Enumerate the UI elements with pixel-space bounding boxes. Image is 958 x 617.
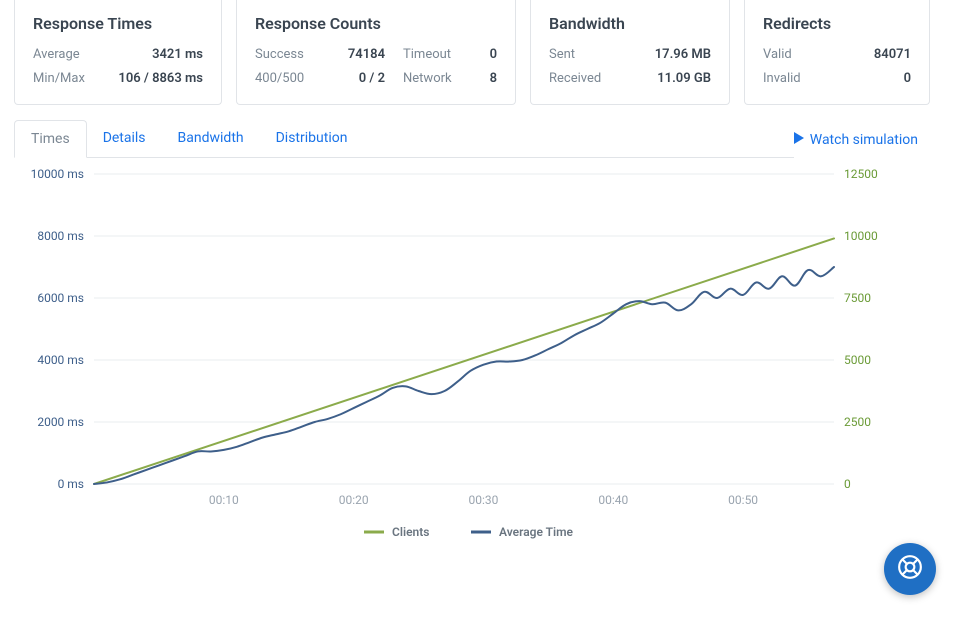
stat-row: Received 11.09 GB (549, 71, 711, 87)
stat-key: 400/500 (255, 71, 335, 87)
svg-text:6000 ms: 6000 ms (37, 291, 84, 305)
card-bandwidth: Bandwidth Sent 17.96 MB Received 11.09 G… (530, 0, 730, 105)
svg-text:Clients: Clients (392, 525, 429, 539)
stat-row: Average 3421 ms (33, 47, 203, 63)
svg-text:Average Time: Average Time (499, 525, 574, 539)
svg-text:2000 ms: 2000 ms (37, 415, 84, 429)
play-icon (794, 132, 804, 148)
svg-text:12500: 12500 (844, 167, 878, 181)
svg-text:2500: 2500 (844, 415, 871, 429)
stat-key: Received (549, 71, 631, 87)
stat-row: Sent 17.96 MB (549, 47, 711, 63)
stat-key: Timeout (403, 47, 467, 63)
svg-text:10000 ms: 10000 ms (31, 167, 84, 181)
svg-text:0: 0 (844, 477, 851, 491)
card-title: Bandwidth (549, 14, 711, 33)
watch-simulation-link[interactable]: Watch simulation (794, 132, 918, 158)
stat-key: Sent (549, 47, 631, 63)
stat-value: 0 (833, 71, 911, 87)
stat-key: Network (403, 71, 467, 87)
tab-distribution[interactable]: Distribution (260, 120, 364, 158)
stat-value: 3421 ms (105, 47, 203, 63)
stat-value: 74184 (335, 47, 403, 63)
stat-key: Min/Max (33, 71, 105, 87)
stat-key: Success (255, 47, 335, 63)
stat-row: Success 74184 Timeout 0 (255, 47, 497, 63)
svg-text:00:10: 00:10 (209, 493, 239, 507)
tab-times[interactable]: Times (14, 120, 87, 158)
tab-bandwidth[interactable]: Bandwidth (162, 120, 260, 158)
watch-label: Watch simulation (810, 132, 918, 148)
stat-row: Valid 84071 (763, 47, 911, 63)
stat-value: 11.09 GB (631, 71, 711, 87)
stat-row: Min/Max 106 / 8863 ms (33, 71, 203, 87)
stat-key: Invalid (763, 71, 833, 87)
svg-text:5000: 5000 (844, 353, 871, 367)
stats-cards: Response Times Average 3421 ms Min/Max 1… (0, 0, 958, 105)
stat-key: Average (33, 47, 105, 63)
lifebuoy-icon (897, 554, 923, 584)
stat-key: Valid (763, 47, 833, 63)
stat-row: 400/500 0 / 2 Network 8 (255, 71, 497, 87)
card-title: Redirects (763, 14, 911, 33)
card-response-times: Response Times Average 3421 ms Min/Max 1… (14, 0, 222, 105)
svg-text:7500: 7500 (844, 291, 871, 305)
svg-text:0 ms: 0 ms (58, 477, 84, 491)
svg-text:00:40: 00:40 (598, 493, 628, 507)
stat-value: 84071 (833, 47, 911, 63)
stat-value: 0 (467, 47, 497, 63)
card-response-counts: Response Counts Success 74184 Timeout 0 … (236, 0, 516, 105)
times-chart: 0 ms 2000 ms 4000 ms 6000 ms 8000 ms 10000 ms… (0, 158, 958, 568)
card-title: Response Times (33, 14, 203, 33)
help-fab[interactable] (884, 543, 936, 595)
svg-text:00:20: 00:20 (339, 493, 369, 507)
svg-text:00:50: 00:50 (728, 493, 758, 507)
tabbar: Times Details Bandwidth Distribution (14, 119, 794, 158)
svg-text:8000 ms: 8000 ms (37, 229, 84, 243)
stat-value: 106 / 8863 ms (105, 71, 203, 87)
stat-row: Invalid 0 (763, 71, 911, 87)
card-redirects: Redirects Valid 84071 Invalid 0 (744, 0, 930, 105)
tab-details[interactable]: Details (87, 120, 162, 158)
svg-text:00:30: 00:30 (469, 493, 499, 507)
stat-value: 0 / 2 (335, 71, 403, 87)
card-title: Response Counts (255, 14, 497, 33)
stat-value: 8 (467, 71, 497, 87)
svg-text:4000 ms: 4000 ms (37, 353, 84, 367)
svg-text:10000: 10000 (844, 229, 878, 243)
stat-value: 17.96 MB (631, 47, 711, 63)
